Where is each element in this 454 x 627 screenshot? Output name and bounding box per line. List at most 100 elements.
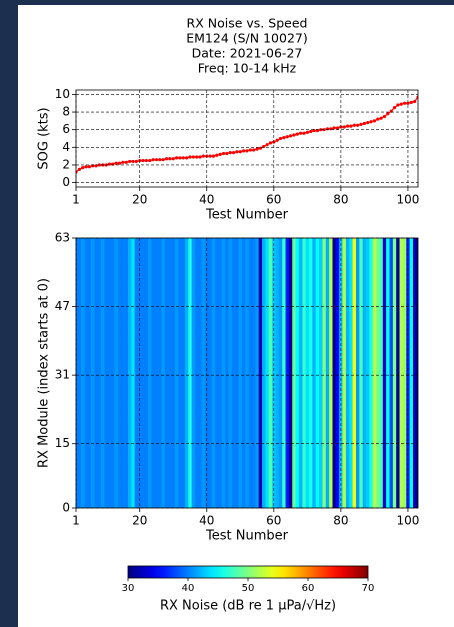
point [362,121,366,126]
heat-column [211,238,216,508]
point [379,116,383,120]
point [195,155,199,159]
heat-column [352,238,357,508]
title-line: EM124 (S/N 10027) [186,31,308,46]
heat-column [117,238,122,508]
heat-column [101,238,105,508]
point [299,131,303,135]
x-tick-label: 80 [333,514,348,528]
y-axis-label: RX Module (index starts at 0) [37,278,52,468]
point [332,126,336,130]
point [141,158,145,163]
heat-column [77,238,82,508]
heat-column [124,238,129,508]
colorbar-label: RX Noise (dB re 1 μPa/√Hz) [160,599,336,614]
point [208,154,212,158]
point [164,157,169,161]
heat-column [81,238,85,508]
point [134,159,138,164]
heat-column [131,238,135,508]
point [349,124,353,128]
point [396,103,400,107]
heat-column [298,238,303,508]
heat-column [345,238,350,508]
heat-column [171,238,176,508]
heat-column [268,238,273,508]
point [158,158,162,162]
heat-column [252,238,256,508]
heat-column [215,238,219,508]
point [382,114,387,119]
title-line: Date: 2021-06-27 [192,46,303,61]
point [386,112,390,116]
title-line: Freq: 10-14 kHz [198,61,297,76]
heat-column [225,238,229,508]
point [265,143,269,147]
heat-column [161,238,166,508]
point [352,123,356,127]
plot-area [76,95,418,174]
heat-column [158,238,162,508]
point [225,151,229,156]
x-tick-label: 80 [333,193,348,207]
point [211,154,216,158]
point [292,133,296,137]
heat-column [295,238,300,508]
x-tick-label: 100 [396,193,419,207]
point [161,158,165,162]
heat-column [151,238,156,508]
heat-column [184,238,189,508]
heat-column [396,238,400,508]
point [302,131,306,135]
point [285,135,289,139]
point [124,160,128,164]
heat-column [168,238,172,508]
heat-column [409,238,414,508]
y-tick-label: 63 [55,231,70,245]
point [168,157,172,161]
heat-column [315,238,320,508]
heat-column [332,238,337,508]
heat-column [386,238,390,508]
colorbar-tick-label: 70 [362,583,375,594]
point [345,124,350,128]
heat-column [312,238,317,508]
heat-column [389,238,394,508]
heat-column [282,238,286,508]
heat-column [366,238,370,508]
point [84,165,88,169]
heat-column [218,238,223,508]
point [87,165,92,169]
heat-column [97,238,102,508]
heat-column [111,238,115,508]
x-tick-label: 60 [266,193,281,207]
point [242,149,246,153]
point [215,153,219,157]
point [174,156,179,160]
x-tick-label: 100 [396,514,419,528]
heat-column [235,238,239,508]
heat-column [231,238,236,508]
plot-area [76,238,418,508]
heat-column [376,238,380,508]
point [151,158,155,162]
heat-column [208,238,213,508]
y-tick-label: 15 [55,436,70,450]
heat-column [372,238,377,508]
point [275,138,279,142]
x-tick-label: 40 [199,193,214,207]
point [282,136,286,140]
point [288,134,293,138]
point [218,152,222,156]
point [114,161,118,165]
y-tick-label: 4 [62,140,70,154]
point [335,126,340,130]
point [231,151,236,155]
heat-column [164,238,169,508]
heat-column [275,238,280,508]
x-tick-label: 1 [72,193,80,207]
point [128,159,132,164]
heat-column [302,238,306,508]
heat-column [305,238,310,508]
title-line: RX Noise vs. Speed [187,16,308,31]
